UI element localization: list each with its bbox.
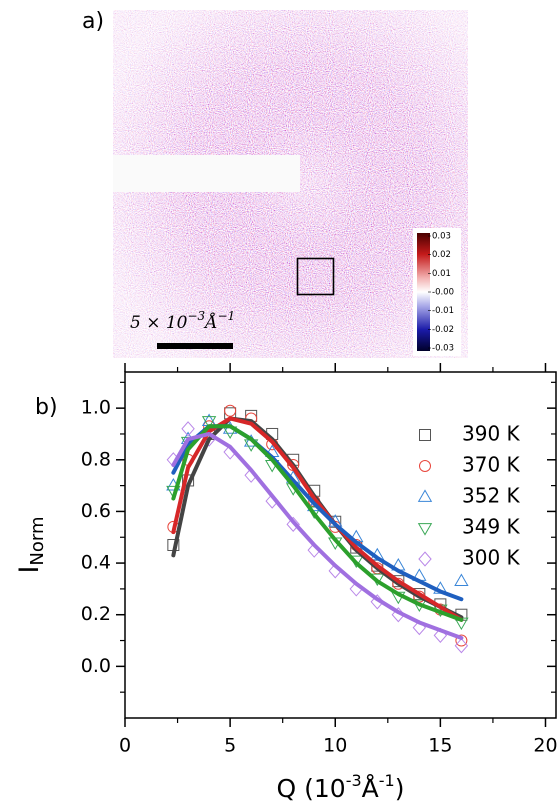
beam-stop [113,155,300,192]
y-tick-label: 0.6 [81,500,111,522]
colorbar [417,233,430,351]
colorbar-tick-label: -0.01 [432,306,454,316]
legend-label: 300 K [462,546,521,570]
y-tick-label: 1.0 [81,397,111,419]
y-tick-label: 0.0 [81,655,111,677]
scale-text: 5 × 10 [130,313,188,333]
plot-frame [124,371,557,719]
marker [454,638,469,654]
marker [455,634,468,647]
scale-bar [157,343,233,349]
scale-unit-exp: −1 [217,309,235,323]
marker [286,516,300,532]
legend-marker [419,460,431,472]
scale-unit: Å [203,312,217,333]
x-tick-label: 20 [533,735,557,757]
x-tick-label: 10 [323,735,347,757]
colorbar-tick-label: 0.01 [432,269,451,279]
colorbar-tick-label: -0.02 [432,325,454,335]
colorbar-tick-label: 0.03 [432,232,451,242]
legend-marker [417,523,433,536]
marker [454,573,469,587]
y-tick-label: 0.2 [81,603,111,625]
fit-line [171,424,464,622]
legend-label: 390 K [462,422,521,446]
y-axis-label: INorm [14,516,49,573]
colorbar-tick-label: -0.03 [432,344,454,354]
marker [224,404,237,417]
region-box [296,257,335,296]
legend-label: 349 K [462,515,521,539]
marker [181,421,195,437]
y-label-sub: Norm [27,516,48,565]
panel-label: a) [82,9,104,34]
x-tick-label: 5 [224,735,236,757]
legend-marker [417,489,433,502]
legend-marker [418,551,432,567]
y-tick-label: 0.4 [81,552,111,574]
x-label-part: -1 [379,771,395,790]
x-axis-label: Q (10-3Å-1) [277,771,405,804]
legend-label: 352 K [462,484,521,508]
y-label-main: I [14,566,45,574]
scale-bar-label: 5 × 10−3Å−1 [130,309,235,333]
x-tick-label: 0 [119,735,131,757]
x-label-part: ) [395,774,405,803]
fit-line [171,431,464,640]
scale-exp: −3 [188,309,206,323]
legend-marker [419,429,431,441]
image-panel: a) 5 × 10−3Å−1 [82,9,468,358]
y-tick-label: 0.8 [81,448,111,470]
colorbar-tick-label: -0.00 [432,288,454,298]
x-label-part: -3 [346,771,362,790]
x-label-part: Å [362,774,379,803]
colorbar-tick-label: 0.02 [432,250,451,260]
legend-label: 370 K [462,453,521,477]
marker [201,416,217,429]
panel-label: b) [35,395,58,420]
x-label-part: Q (10 [277,774,346,803]
x-tick-label: 15 [428,735,452,757]
